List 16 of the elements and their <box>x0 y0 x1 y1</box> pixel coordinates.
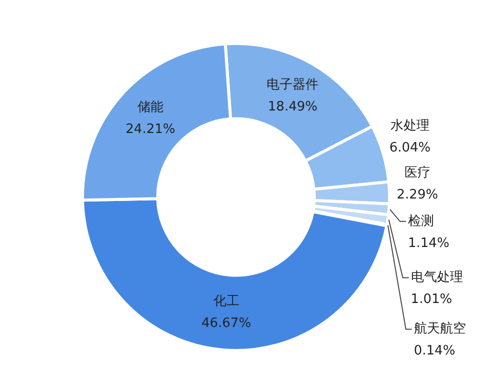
data-label: 2.29% <box>396 187 438 202</box>
slice-label: 水处理 <box>390 118 430 134</box>
data-label: 0.14% <box>414 344 456 359</box>
slice-label: 电子器件 <box>266 77 319 92</box>
data-label: 46.67% <box>201 316 252 331</box>
slice-label: 储能 <box>137 100 164 116</box>
data-label: 1.01% <box>410 292 452 308</box>
slice-label: 航天航空 <box>414 322 466 337</box>
slice-label: 检测 <box>408 214 434 229</box>
slice-label: 电气处理 <box>410 270 463 286</box>
slice-label: 化工 <box>213 294 240 309</box>
data-label: 24.21% <box>126 122 176 138</box>
data-label: 6.04% <box>389 140 431 156</box>
slice-label: 医疗 <box>404 165 430 180</box>
data-label: 1.14% <box>408 236 450 251</box>
data-label: 18.49% <box>268 99 318 114</box>
